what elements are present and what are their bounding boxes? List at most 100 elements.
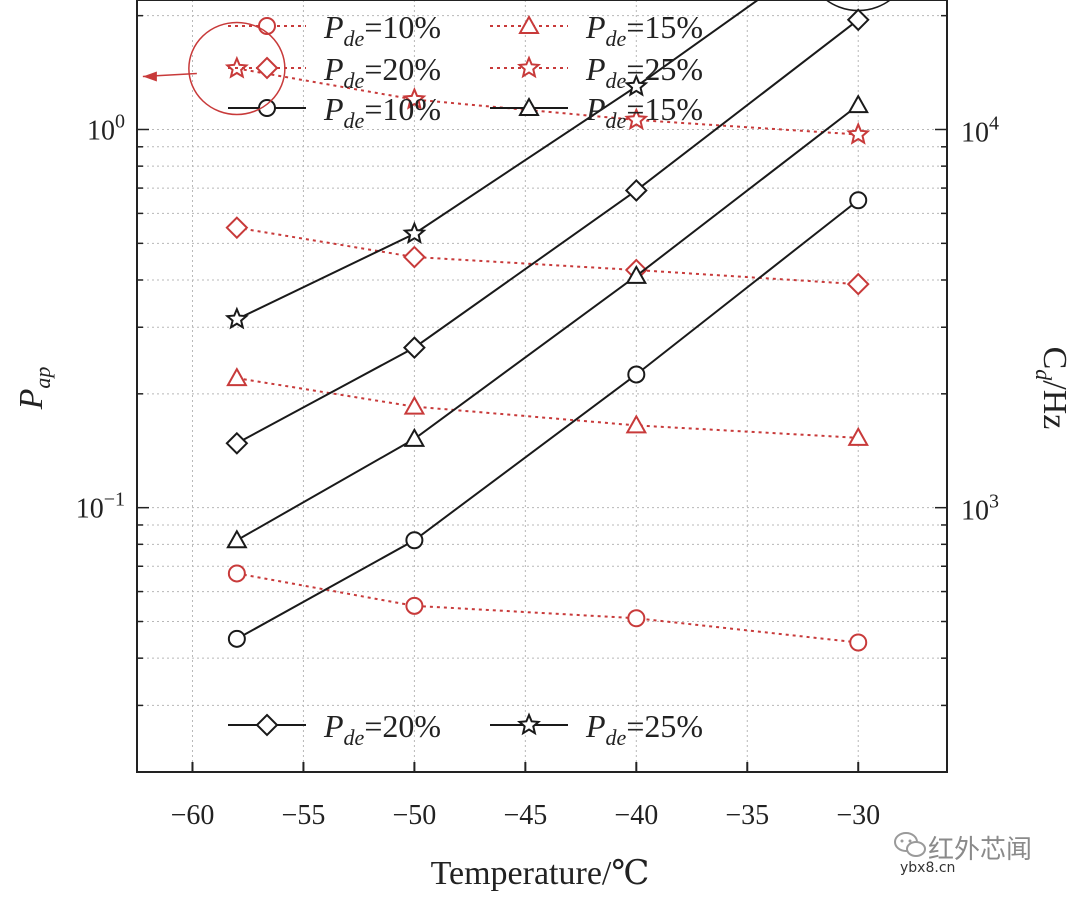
x-tick-label: −60 — [171, 800, 215, 831]
y-right-tick-exp: 4 — [989, 112, 999, 134]
y-axis-right-title: Cd/Hz — [1031, 347, 1073, 430]
plot-frame — [136, 0, 948, 773]
legend-label-main: P — [323, 708, 344, 744]
legend-entry: Pde=10% — [228, 9, 441, 51]
legend-marker-triangle — [518, 14, 540, 34]
legend-entry: Pde=25% — [490, 708, 703, 750]
data-point-triangle — [625, 264, 648, 284]
x-tick-label: −55 — [282, 800, 326, 831]
data-point-diamond — [402, 245, 426, 269]
series-line — [236, 226, 859, 286]
x-tick-label: −40 — [614, 800, 658, 831]
y-left-tick-label: 100 — [87, 110, 125, 146]
legend-label-sub: de — [606, 26, 627, 51]
data-point-triangle — [625, 414, 648, 434]
data-point-circle — [227, 564, 246, 583]
data-point-triangle — [403, 395, 426, 415]
data-point-star — [846, 121, 871, 145]
annotation-right — [825, 0, 892, 12]
y-axis-left-title: Pap — [13, 367, 55, 411]
legend-label: Pde=10% — [323, 91, 441, 133]
data-point-triangle — [847, 94, 869, 114]
x-tick-label: −35 — [725, 800, 769, 831]
y-left-tick-base: 10 — [76, 494, 104, 525]
legend-label: Pde=25% — [585, 708, 703, 750]
data-point-diamond — [225, 216, 249, 240]
legend-label-main: P — [323, 51, 344, 87]
data-point-circle — [405, 596, 424, 615]
data-point-star — [402, 86, 427, 110]
data-point-star — [624, 107, 649, 131]
series-right-star — [224, 0, 760, 330]
legend-marker-diamond — [255, 56, 279, 80]
legend-entry: Pde=25% — [490, 51, 703, 93]
y-right-tick-base: 10 — [961, 496, 989, 527]
data-point-triangle — [403, 427, 426, 447]
x-tick-label: −50 — [392, 800, 436, 831]
watermark-text: 红外芯闻 — [928, 835, 1032, 865]
legend-label-sub: de — [606, 725, 627, 750]
legend-entry: Pde=15% — [490, 9, 703, 51]
legend-label-sub: de — [606, 108, 627, 133]
legend-label-rest: =20% — [364, 708, 441, 744]
legend-label-main: P — [585, 9, 606, 45]
legend-label: Pde=20% — [323, 51, 441, 93]
series-line — [236, 377, 859, 439]
legend-label-rest: =15% — [626, 9, 703, 45]
legend-label-sub: de — [344, 26, 365, 51]
y-right-tick-label: 104 — [961, 112, 999, 148]
legend-marker-star — [517, 55, 541, 79]
y-right-tick-exp: 3 — [989, 491, 999, 513]
y-right-title-rest: /Hz — [1036, 380, 1073, 429]
y-left-tick-exp: −1 — [104, 489, 125, 511]
data-point-diamond — [846, 272, 870, 296]
legend-label: Pde=25% — [585, 51, 703, 93]
legend-label: Pde=15% — [585, 9, 703, 51]
data-point-circle — [405, 531, 424, 550]
legend-marker-triangle — [518, 96, 540, 116]
data-point-diamond — [402, 336, 426, 360]
legend-label: Pde=20% — [323, 708, 441, 750]
annotation-circle — [825, 0, 892, 12]
data-point-circle — [227, 629, 246, 648]
annotations — [142, 0, 892, 116]
series-group — [224, 0, 871, 652]
wechat-icon — [894, 832, 926, 857]
legend-label-sub: de — [606, 68, 627, 93]
x-axis-title: Temperature/℃ — [431, 855, 650, 892]
series-right-triangle — [226, 94, 869, 549]
series-left-triangle — [226, 367, 869, 446]
y-right-tick-base: 10 — [961, 117, 989, 148]
legend-entry: Pde=10% — [228, 91, 441, 133]
series-right-diamond — [225, 8, 870, 455]
annotation-left — [142, 21, 286, 116]
annotation-arrow-head — [142, 71, 157, 82]
series-left-circle — [227, 564, 868, 652]
data-point-diamond — [624, 179, 648, 202]
legend-label-rest: =25% — [626, 708, 703, 744]
annotation-circle — [188, 21, 286, 116]
data-point-circle — [849, 191, 868, 210]
legend: Pde=10% Pde=15%Pde=20% Pde=25%Pde=10% Pde=1… — [228, 9, 703, 750]
y-left-tick-exp: 0 — [115, 110, 125, 132]
y-left-tick-label: 10−1 — [76, 489, 125, 525]
data-point-circle — [849, 633, 868, 652]
y-left-title-main: P — [13, 389, 50, 411]
data-point-diamond — [225, 431, 249, 455]
series-line — [236, 199, 859, 640]
data-point-star — [402, 221, 427, 244]
legend-marker-circle — [258, 17, 276, 35]
series-line — [236, 19, 859, 445]
legend-entry: Pde=20% — [228, 708, 441, 750]
series-line — [236, 572, 859, 644]
watermark: 红外芯闻 ybx8.cn — [894, 832, 1032, 876]
data-point-triangle — [226, 367, 248, 387]
legend-label-sub: de — [344, 725, 365, 750]
y-right-title-main: C — [1036, 347, 1073, 370]
legend-label-main: P — [585, 91, 606, 127]
watermark-site: ybx8.cn — [900, 860, 955, 876]
y-left-tick-base: 10 — [87, 115, 115, 146]
legend-label-sub: de — [344, 108, 365, 133]
